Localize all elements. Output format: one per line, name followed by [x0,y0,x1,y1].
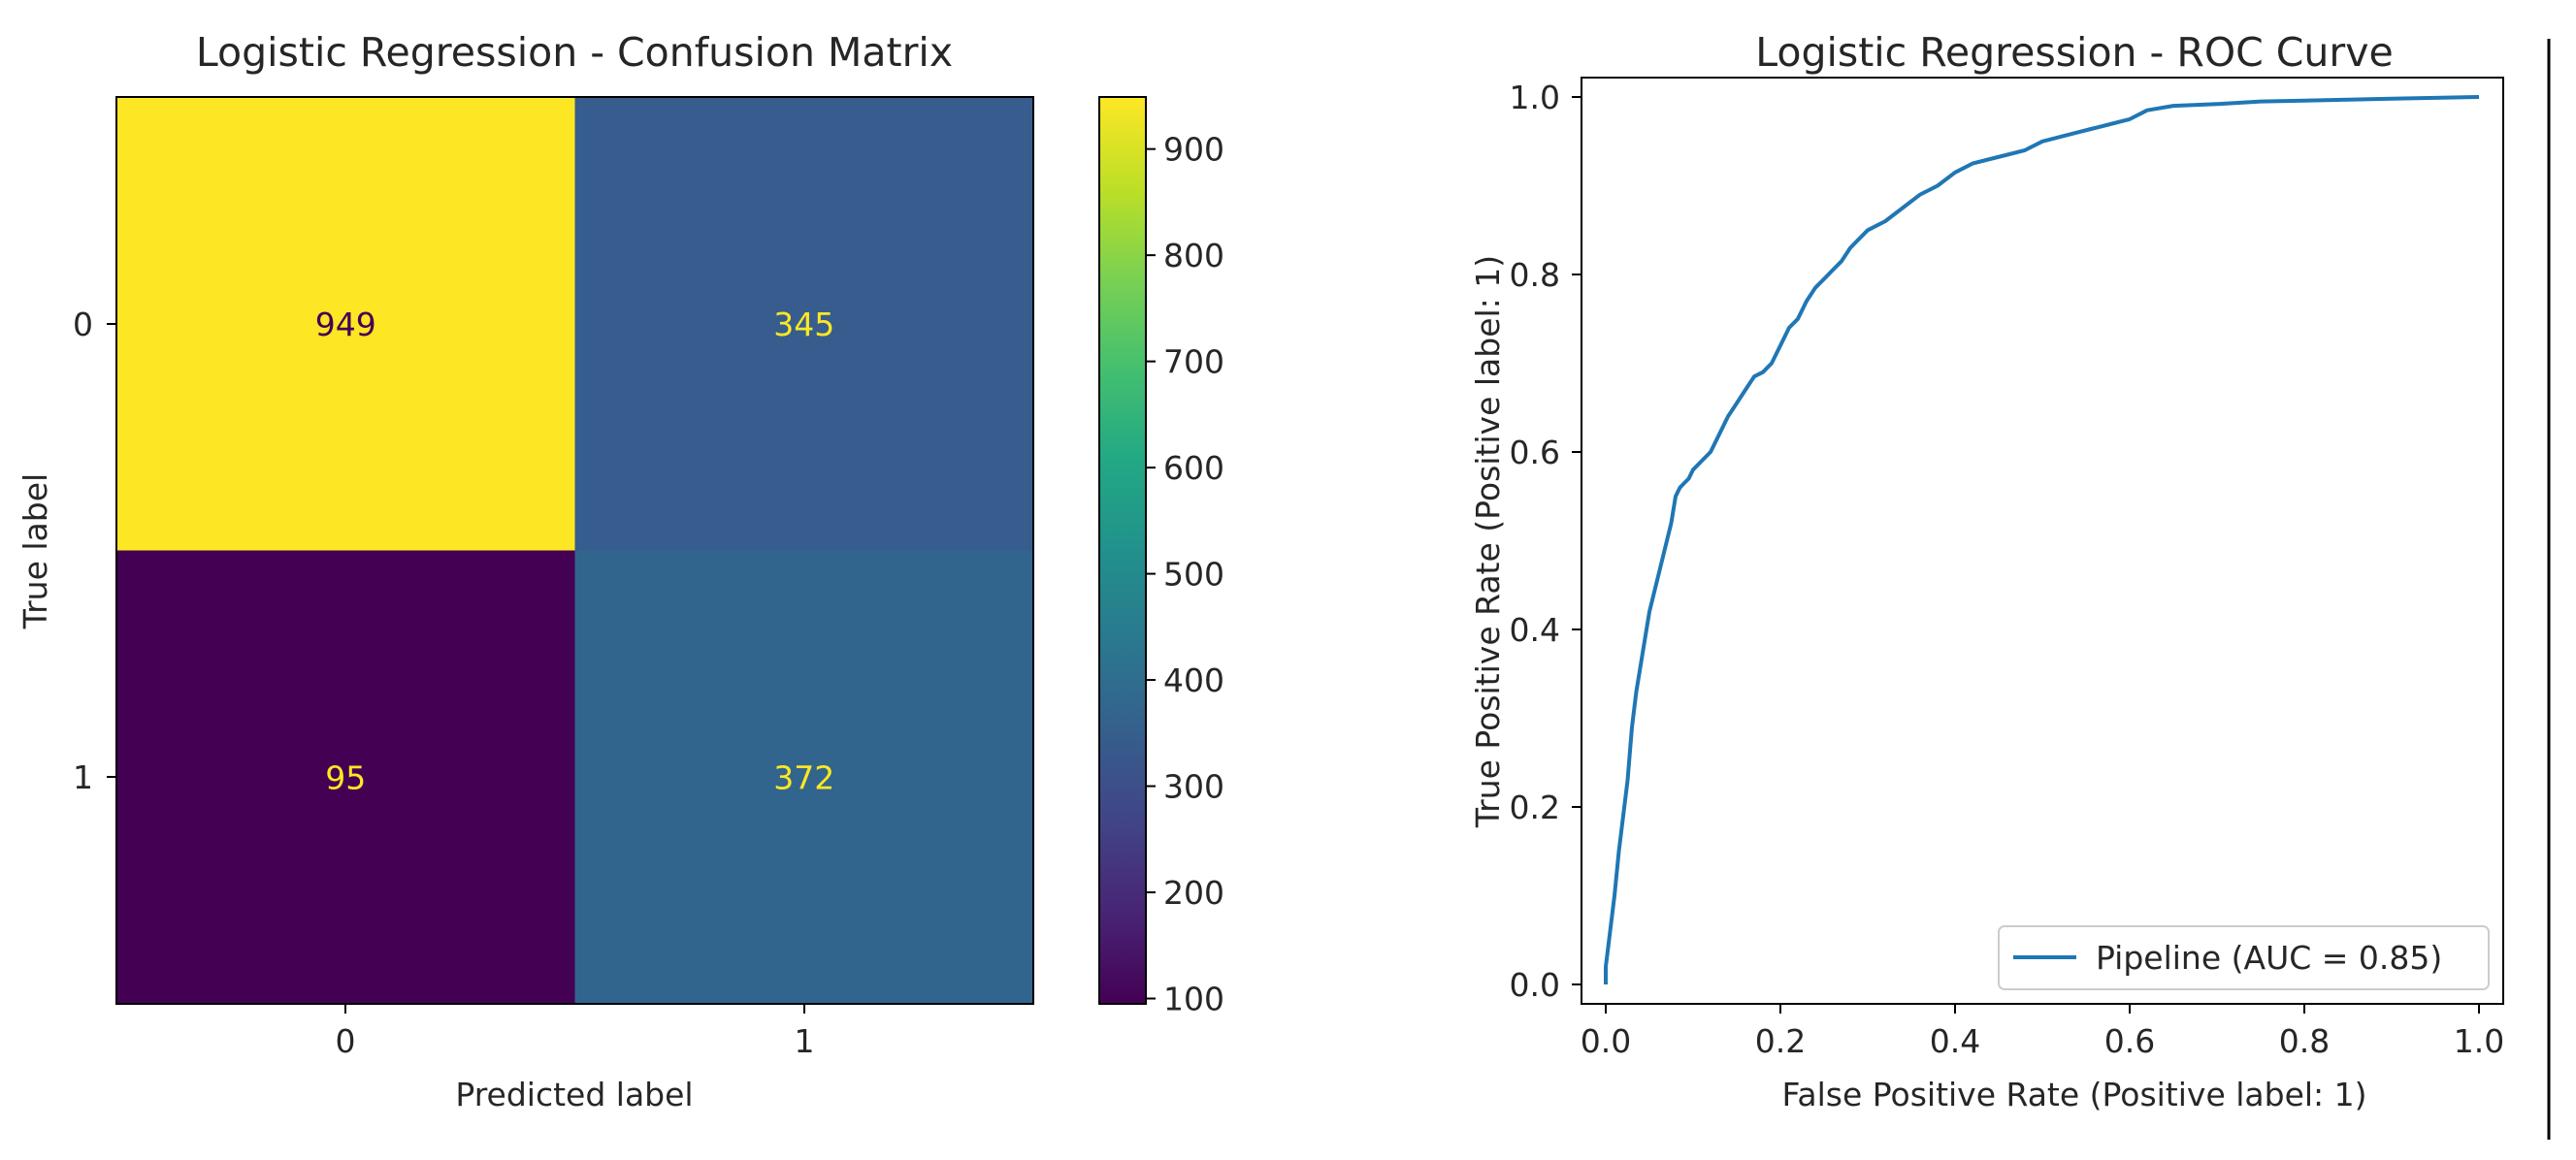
roc-x-ticks: 0.0 0.2 0.4 0.6 0.8 1.0 [1581,1004,2504,1060]
roc-y-tick-label: 0.0 [1510,966,1560,1004]
roc-y-ticks: 0.0 0.2 0.4 0.6 0.8 1.0 [1510,79,1581,1004]
colorbar-tick-label: 600 [1163,449,1224,487]
roc-x-tick-label: 0.8 [2279,1022,2330,1060]
y-tick-label-1: 1 [73,758,93,796]
colorbar: 100 200 300 400 500 600 700 800 900 [1098,96,1224,1018]
roc-x-tick-label: 0.6 [2104,1022,2155,1060]
x-tick-label-0: 0 [336,1022,356,1060]
colorbar-tick-label: 900 [1163,131,1224,169]
roc-curve-line [1604,95,2480,984]
colorbar-tick-label: 500 [1163,556,1224,594]
matrix-cell-value-1-0: 95 [325,758,366,796]
roc-y-label: True Positive Rate (Positive label: 1) [1469,255,1507,828]
roc-y-tick-label: 0.6 [1510,434,1560,471]
matrix-cell-value-0-1: 345 [773,306,834,343]
matrix-cell-1-0 [116,550,575,1004]
matrix-cell-1-1 [574,550,1033,1004]
x-tick-label-1: 1 [795,1022,815,1060]
roc-y-tick-label: 0.8 [1510,256,1560,294]
confusion-matrix-title: Logistic Regression - Confusion Matrix [196,29,953,76]
roc-curve-panel: Logistic Regression - ROC Curve 0.0 0.2 0.… [1469,29,2504,1113]
confusion-matrix-cells: 949 345 95 372 [116,97,1033,1004]
roc-y-tick-label: 0.2 [1510,789,1560,826]
colorbar-tick-label: 800 [1163,237,1224,274]
matrix-cell-0-0 [116,97,575,551]
colorbar-gradient [1099,97,1146,1004]
confusion-matrix-x-ticks: 0 1 [336,1004,815,1060]
matrix-cell-0-1 [574,97,1033,551]
roc-legend: Pipeline (AUC = 0.85) [1998,925,2490,990]
colorbar-tick-label: 100 [1163,981,1224,1018]
colorbar-ticks: 100 200 300 400 500 600 700 800 900 [1146,131,1224,1018]
colorbar-tick-label: 300 [1163,768,1224,806]
roc-y-tick-label: 1.0 [1510,79,1560,116]
colorbar-frame [1098,96,1147,1005]
confusion-matrix-frame [115,96,1034,1005]
roc-x-tick-label: 0.2 [1755,1022,1806,1060]
roc-legend-box [1998,925,2490,990]
matrix-cell-value-0-0: 949 [315,306,376,343]
matrix-cell-value-1-1: 372 [773,758,834,796]
roc-x-label: False Positive Rate (Positive label: 1) [1781,1076,2366,1113]
roc-x-tick-label: 0.4 [1930,1022,1980,1060]
roc-y-tick-label: 0.4 [1510,611,1560,649]
roc-x-tick-label: 1.0 [2454,1022,2504,1060]
confusion-matrix-y-label: True label [16,473,54,629]
colorbar-tick-label: 400 [1163,661,1224,699]
colorbar-tick-label: 700 [1163,343,1224,381]
roc-legend-label: Pipeline (AUC = 0.85) [2096,939,2442,977]
colorbar-tick-label: 200 [1163,874,1224,912]
confusion-matrix-y-ticks: 0 1 [73,306,116,796]
confusion-matrix-x-label: Predicted label [455,1076,693,1113]
roc-x-tick-label: 0.0 [1581,1022,1631,1060]
confusion-matrix-panel: Logistic Regression - Confusion Matrix 9… [16,29,1034,1113]
y-tick-label-0: 0 [73,306,93,343]
roc-curve-title: Logistic Regression - ROC Curve [1755,29,2394,76]
roc-axes-frame [1581,77,2504,1005]
